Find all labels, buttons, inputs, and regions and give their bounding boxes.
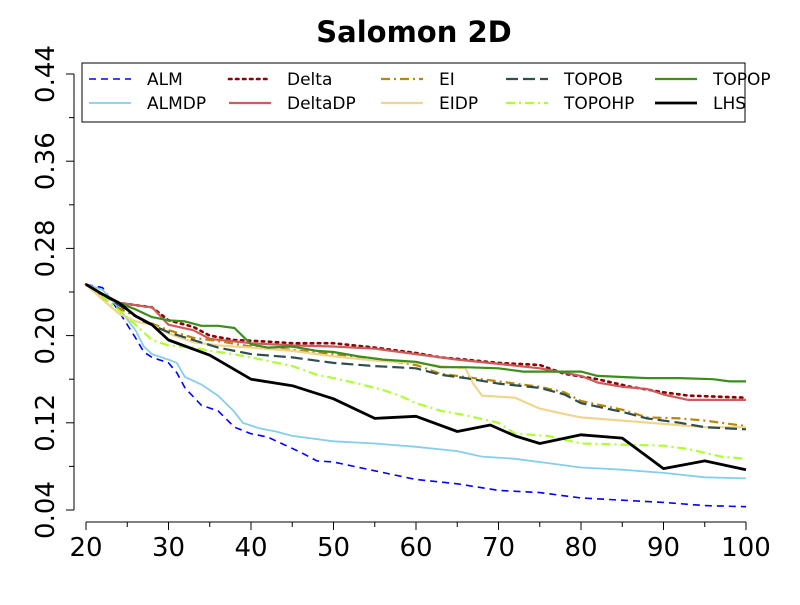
legend-label-topob: TOPOB [563, 70, 623, 90]
series-line-eidp [85, 283, 746, 429]
x-tick-label: 20 [69, 533, 102, 563]
legend-label-topop: TOPOP [712, 70, 771, 90]
series-line-delta [84, 283, 748, 400]
x-tick-label: 50 [317, 533, 350, 563]
x-tick-label: 30 [152, 533, 185, 563]
x-tick-label: 40 [234, 533, 267, 563]
legend-label-alm: ALM [147, 70, 183, 90]
series-line-ei [85, 283, 747, 428]
series-line-almdp [85, 283, 747, 480]
series-line-alm [85, 283, 747, 508]
legend-label-ei: EI [439, 70, 455, 90]
x-tick-label: 100 [721, 533, 771, 563]
x-axis: 20 30 40 50 60 70 80 90 100 [69, 522, 771, 563]
y-tick-label: 0.20 [31, 307, 61, 365]
y-axis: 0.04 0.12 0.20 0.28 0.36 0.44 [31, 45, 74, 539]
legend: ALM ALMDP Delta DeltaDP EI EIDP TOPOB TOPOHP TOP… [81, 62, 771, 123]
legend-label-lhs: LHS [713, 94, 746, 114]
legend-label-delta: Delta [287, 70, 332, 90]
y-tick-label: 0.44 [31, 45, 61, 103]
x-tick-label: 70 [482, 533, 515, 563]
x-tick-label: 90 [647, 533, 680, 563]
y-tick-label: 0.28 [31, 219, 61, 277]
x-tick-label: 60 [399, 533, 432, 563]
series-layer [84, 283, 748, 508]
series-line-topohp [85, 283, 747, 460]
series-line-lhs [85, 283, 747, 472]
y-tick-label: 0.12 [31, 394, 61, 452]
legend-label-deltadp: DeltaDP [287, 94, 356, 114]
series-line-topob [85, 283, 747, 431]
series-line-topop [85, 283, 746, 383]
legend-label-almdp: ALMDP [147, 94, 206, 114]
legend-label-eidp: EIDP [439, 94, 478, 114]
y-tick-label: 0.36 [31, 132, 61, 190]
x-tick-label: 80 [564, 533, 597, 563]
chart-title: Salomon 2D [316, 15, 511, 49]
y-tick-label: 0.04 [31, 481, 61, 539]
series-line-deltadp [85, 283, 746, 401]
legend-label-topohp: TOPOHP [563, 94, 634, 114]
legend-box [81, 62, 746, 123]
